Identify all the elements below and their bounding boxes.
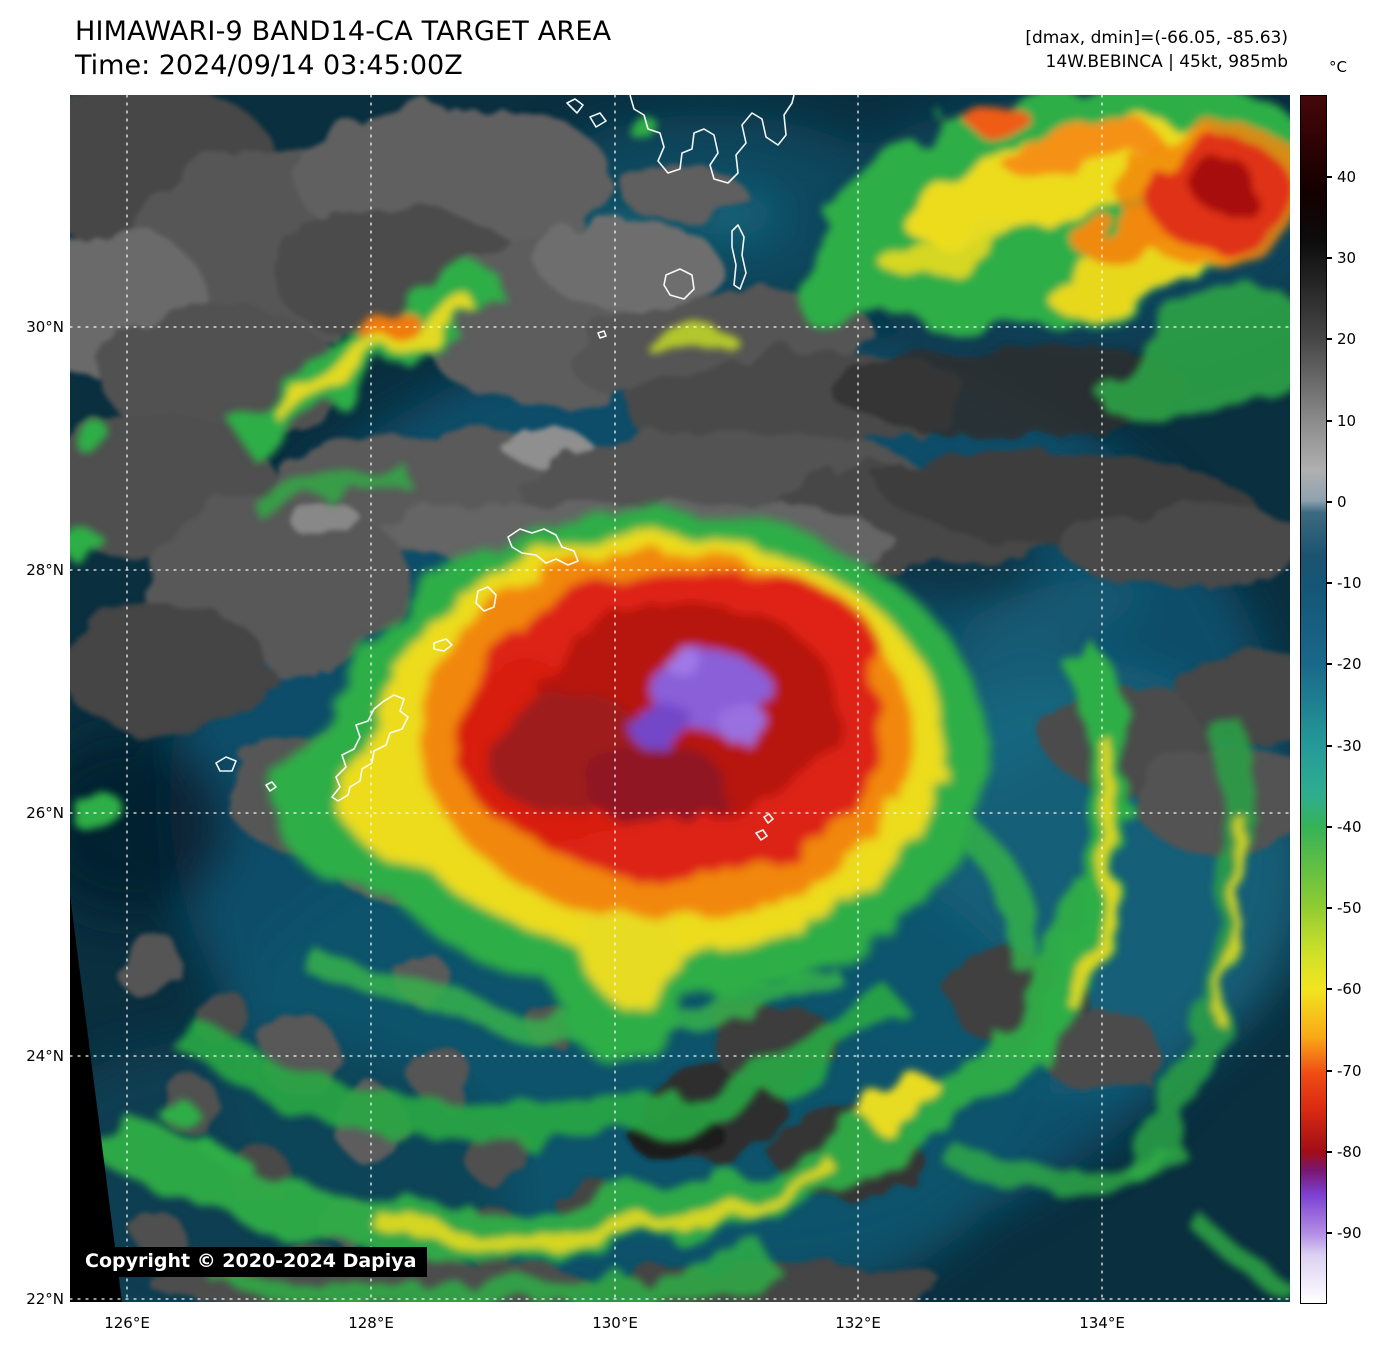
coast-koshiki [566, 98, 584, 114]
colorbar-tick-label: 30 [1337, 249, 1357, 267]
coast-okinoerabu [433, 638, 453, 652]
no-data-wedge [70, 895, 122, 1302]
colorbar-tick--50: -50 [1327, 899, 1362, 917]
coast-okinawa [331, 694, 409, 802]
colorbar-tick-label: -50 [1337, 899, 1362, 917]
colorbar-tick-label: -10 [1337, 574, 1362, 592]
map-panel: Copyright © 2020-2024 Dapiya [70, 95, 1290, 1302]
coast-yakushima [663, 268, 695, 300]
colorbar-tick-label: -20 [1337, 655, 1362, 673]
storm-core [270, 510, 990, 1065]
lat-label-26n: 26°N [26, 804, 64, 822]
lon-label-126e: 126°E [104, 1314, 150, 1332]
colorbar-tick--40: -40 [1327, 818, 1362, 836]
lat-label-30n: 30°N [26, 318, 64, 336]
colorbar-tick-label: -70 [1337, 1062, 1362, 1080]
coast-tokunoshima [475, 586, 497, 612]
coast-small-island [597, 330, 607, 339]
colorbar-tick-10: 10 [1327, 412, 1356, 430]
coast-kerama [265, 781, 277, 792]
colorbar-unit-label: °C [1329, 58, 1347, 76]
colorbar-tick-label: -80 [1337, 1143, 1362, 1161]
copyright-badge: Copyright © 2020-2024 Dapiya [74, 1247, 428, 1277]
colorbar-tick-label: 10 [1337, 412, 1357, 430]
colorbar-tick-20: 20 [1327, 330, 1356, 348]
coast-kitadaito [763, 813, 774, 824]
colorbar-tick-label: 20 [1337, 330, 1357, 348]
coast-tanegashima [731, 224, 747, 290]
colorbar-tick-label: -40 [1337, 818, 1362, 836]
lat-label-28n: 28°N [26, 561, 64, 579]
colorbar-tick-label: -90 [1337, 1224, 1362, 1242]
lon-label-128e: 128°E [348, 1314, 394, 1332]
lat-label-22n: 22°N [26, 1290, 64, 1308]
graticule [70, 95, 1290, 1302]
lon-label-130e: 130°E [592, 1314, 638, 1332]
colorbar [1300, 95, 1327, 1304]
dmax-dmin-readout: [dmax, dmin]=(-66.05, -85.63) [1025, 28, 1288, 48]
colorbar-tick--80: -80 [1327, 1143, 1362, 1161]
lat-label-24n: 24°N [26, 1047, 64, 1065]
colorbar-tick--30: -30 [1327, 737, 1362, 755]
coast-kume [215, 756, 237, 772]
colorbar-tick-label: -30 [1337, 737, 1362, 755]
colorbar-tick--60: -60 [1327, 980, 1362, 998]
lon-label-132e: 132°E [835, 1314, 881, 1332]
colorbar-tick--70: -70 [1327, 1062, 1362, 1080]
colorbar-tick-40: 40 [1327, 168, 1356, 186]
coast-minamidaito [755, 829, 768, 841]
image-time: Time: 2024/09/14 03:45:00Z [75, 50, 463, 81]
colorbar-tick-label: 40 [1337, 168, 1357, 186]
colorbar-tick-30: 30 [1327, 249, 1356, 267]
colorbar-tick--20: -20 [1327, 655, 1362, 673]
coast-koshiki-2 [589, 112, 607, 128]
coast-kyushu [629, 95, 795, 184]
storm-readout: 14W.BEBINCA | 45kt, 985mb [1045, 52, 1288, 72]
colorbar-tick-label: -60 [1337, 980, 1362, 998]
coastlines [215, 95, 795, 841]
coast-amami [507, 528, 579, 566]
colorbar-tick-0: 0 [1327, 493, 1347, 511]
colorbar-tick-label: 0 [1337, 493, 1347, 511]
colorbar-tick--90: -90 [1327, 1224, 1362, 1242]
lon-label-134e: 134°E [1079, 1314, 1125, 1332]
colorbar-tick--10: -10 [1327, 574, 1362, 592]
satellite-image [70, 95, 1290, 1302]
header-stats: [dmax, dmin]=(-66.05, -85.63) 14W.BEBINC… [1025, 26, 1288, 74]
image-title: HIMAWARI-9 BAND14-CA TARGET AREA [75, 16, 612, 47]
